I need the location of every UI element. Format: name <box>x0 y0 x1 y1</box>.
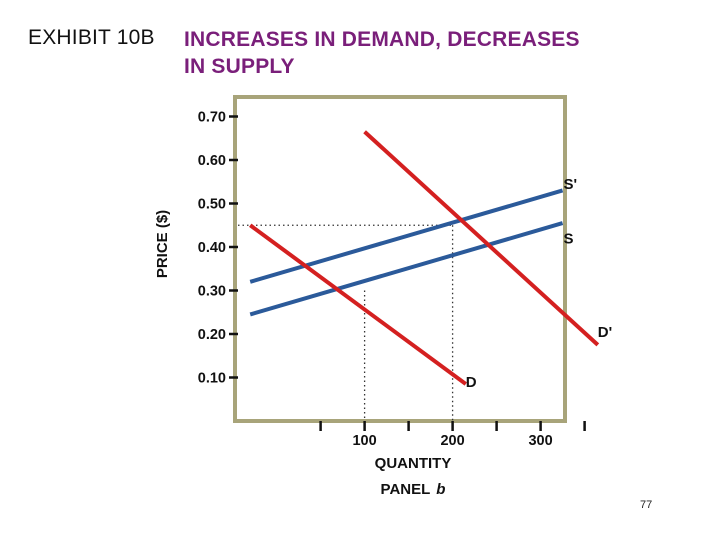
page-number: 77 <box>640 499 653 511</box>
exhibit-title-line1: INCREASES IN DEMAND, DECREASES <box>184 28 580 51</box>
demand-curve-label: D' <box>598 324 612 341</box>
supply-curve-label: S' <box>563 176 577 193</box>
supply-curve <box>249 221 564 317</box>
y-tick-label: 0.20 <box>198 327 226 343</box>
panel-caption: PANEL b <box>381 481 446 498</box>
x-tick-label: 200 <box>440 433 464 449</box>
plot-frame <box>233 95 567 423</box>
supply-curve-label: S <box>563 230 573 247</box>
demand-curve <box>363 130 600 347</box>
y-tick-label: 0.60 <box>198 153 226 169</box>
x-tick-label: 100 <box>352 433 376 449</box>
demand-curve-label: D <box>466 374 477 391</box>
exhibit-title-line2: IN SUPPLY <box>184 55 295 78</box>
exhibit-title: INCREASES IN DEMAND, DECREASES IN SUPPLY <box>184 26 654 80</box>
y-tick-label: 0.40 <box>198 240 226 256</box>
exhibit-label: EXHIBIT 10B <box>28 26 155 49</box>
y-tick-label: 0.70 <box>198 110 226 126</box>
supply-curve <box>249 188 564 284</box>
y-tick-label: 0.10 <box>198 371 226 387</box>
x-axis-title: QUANTITY <box>375 455 452 472</box>
y-tick-label: 0.30 <box>198 284 226 300</box>
y-tick-label: 0.50 <box>198 197 226 213</box>
demand-curve <box>249 223 467 386</box>
panel-letter: b <box>436 481 445 498</box>
panel-word: PANEL <box>381 481 431 498</box>
y-axis-title: PRICE ($) <box>154 210 171 278</box>
x-tick-label: 300 <box>528 433 552 449</box>
